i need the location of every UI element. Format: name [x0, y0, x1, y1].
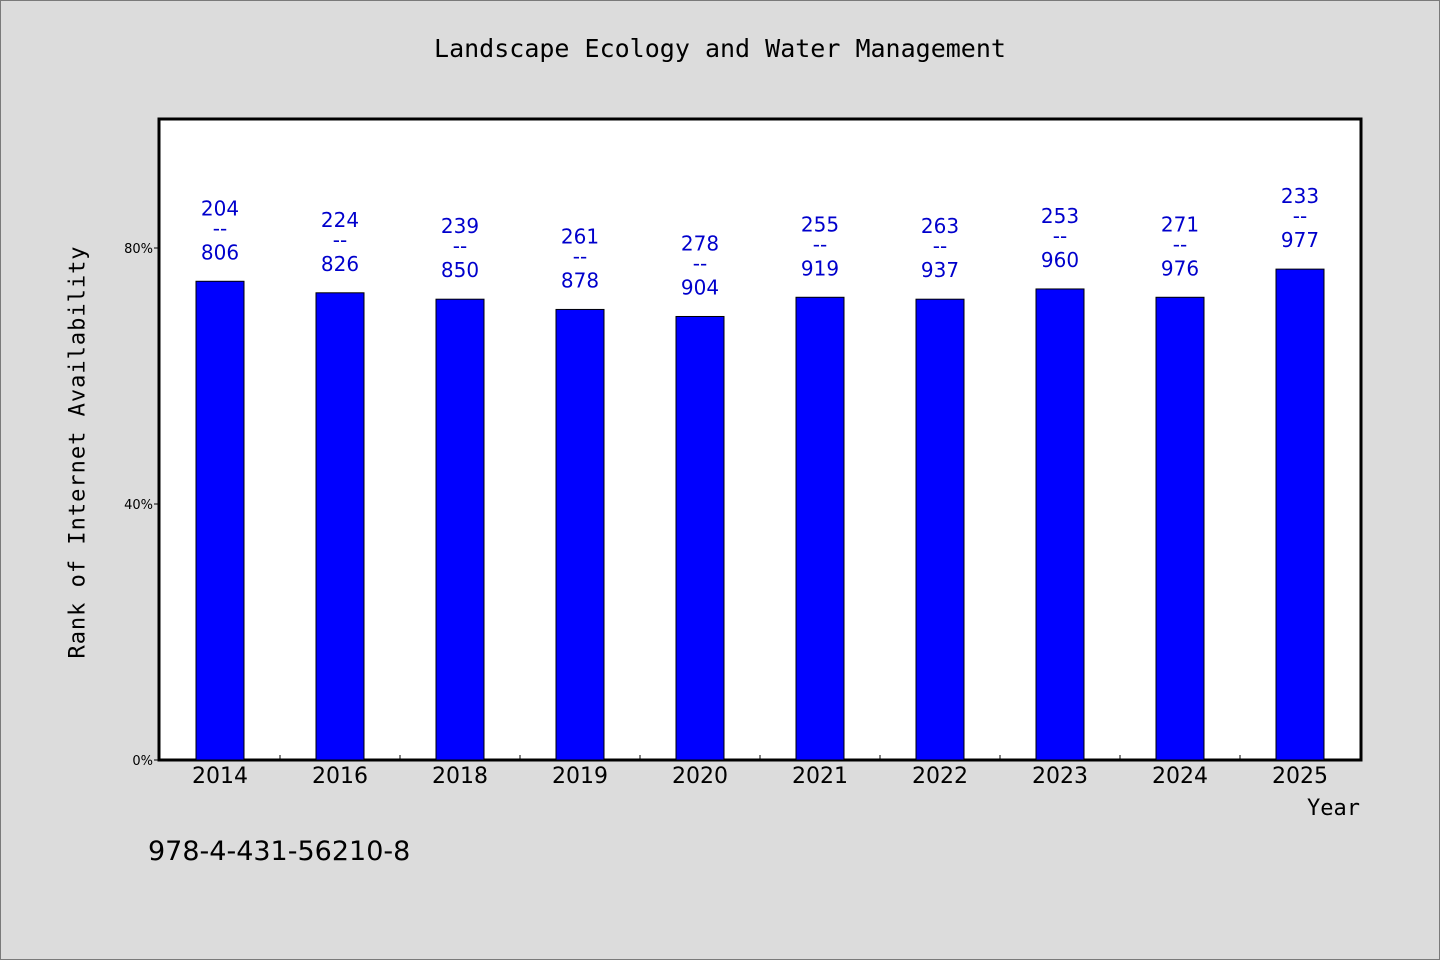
x-tick-label-2023: 2023	[1032, 764, 1088, 789]
x-tick-label-2022: 2022	[912, 764, 968, 789]
x-tick-label-2014: 2014	[192, 764, 248, 789]
data-label-bottom-2014: 806	[201, 240, 239, 264]
data-label-separator-2025: --	[1293, 204, 1307, 228]
data-label-bottom-2025: 977	[1281, 228, 1319, 252]
bar-2020	[675, 315, 725, 761]
data-label-top-2019: 261	[561, 224, 599, 248]
data-label-separator-2021: --	[813, 232, 827, 256]
data-label-bottom-2018: 850	[441, 258, 479, 282]
data-label-top-2024: 271	[1161, 212, 1199, 236]
data-label-top-2021: 255	[801, 212, 839, 236]
chart-title: Landscape Ecology and Water Management	[434, 34, 1006, 63]
bar-2016	[315, 292, 365, 761]
bar-2018	[435, 298, 485, 761]
x-tick-label-2019: 2019	[552, 764, 608, 789]
data-label-bottom-2020: 904	[681, 275, 719, 299]
data-label-separator-2019: --	[573, 244, 587, 268]
isbn-text: 978-4-431-56210-8	[148, 836, 411, 867]
x-tick-label-2018: 2018	[432, 764, 488, 789]
data-label-top-2025: 233	[1281, 184, 1319, 208]
data-label-bottom-2024: 976	[1161, 256, 1199, 280]
x-tick-label-2016: 2016	[312, 764, 368, 789]
data-label-separator-2014: --	[213, 216, 227, 240]
data-label-separator-2024: --	[1173, 232, 1187, 256]
data-label-bottom-2021: 919	[801, 256, 839, 280]
bar-2025	[1275, 268, 1325, 761]
data-label-bottom-2016: 826	[321, 252, 359, 276]
axis-ticks: 0% 40% 80%	[124, 242, 1241, 769]
data-label-top-2018: 239	[441, 214, 479, 238]
data-label-top-2016: 224	[321, 208, 359, 232]
data-label-bottom-2019: 878	[561, 268, 599, 292]
x-tick-label-2020: 2020	[672, 764, 728, 789]
x-tick-label-2021: 2021	[792, 764, 848, 789]
data-label-separator-2020: --	[693, 251, 707, 275]
y-tick-label-1: 40%	[124, 498, 153, 513]
bar-2021	[795, 296, 845, 761]
data-label-separator-2016: --	[333, 228, 347, 252]
data-label-top-2014: 204	[201, 196, 239, 220]
data-label-top-2023: 253	[1041, 204, 1079, 228]
x-axis-title: Year	[1307, 796, 1360, 821]
data-label-separator-2023: --	[1053, 224, 1067, 248]
bar-2023	[1035, 288, 1085, 761]
data-label-bottom-2022: 937	[921, 258, 959, 282]
data-label-top-2022: 263	[921, 214, 959, 238]
data-label-separator-2018: --	[453, 234, 467, 258]
bar-2014	[195, 280, 245, 761]
data-label-separator-2022: --	[933, 234, 947, 258]
y-tick-label-0: 0%	[132, 754, 153, 769]
x-tick-label-2025: 2025	[1272, 764, 1328, 789]
bar-2019	[555, 308, 605, 761]
y-axis-title: Rank of Internet Availability	[65, 245, 91, 659]
bar-2022	[915, 298, 965, 761]
data-labels: 2014204--8062016224--8262018239--8502019…	[192, 184, 1328, 789]
data-label-top-2020: 278	[681, 231, 719, 255]
y-tick-label-2: 80%	[124, 242, 153, 257]
data-label-bottom-2023: 960	[1041, 248, 1079, 272]
x-tick-label-2024: 2024	[1152, 764, 1208, 789]
bar-2024	[1155, 296, 1205, 761]
bars	[195, 268, 1325, 761]
